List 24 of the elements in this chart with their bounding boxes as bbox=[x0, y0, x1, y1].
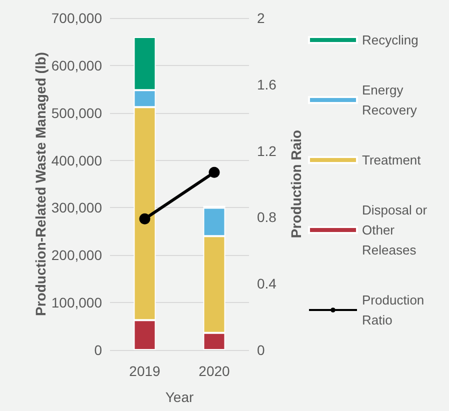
y-tick-label: 700,000 bbox=[51, 10, 102, 26]
y2-tick-label: 0.8 bbox=[257, 209, 277, 226]
x-tick-label: 2020 bbox=[198, 363, 230, 379]
x-tick-label: 2019 bbox=[129, 363, 161, 379]
y-tick-label: 200,000 bbox=[51, 247, 102, 264]
y-tick-label: 500,000 bbox=[51, 104, 102, 121]
legend-label: Energy Recovery bbox=[362, 82, 418, 118]
y-tick-label: 400,000 bbox=[51, 152, 102, 168]
y2-tick-label: 1.6 bbox=[257, 76, 277, 92]
legend-label: Production Ratio bbox=[362, 292, 428, 328]
x-axis-title: Year bbox=[165, 389, 194, 405]
legend-label: Recycling bbox=[362, 32, 418, 48]
y2-axis-title: Production Raio bbox=[288, 130, 304, 238]
y-tick-label: 0 bbox=[94, 342, 102, 358]
y2-tick-label: 1.2 bbox=[257, 142, 277, 159]
y2-tick-label: 0.4 bbox=[257, 276, 277, 292]
legend-label: Disposal or Other Releases bbox=[362, 202, 431, 258]
y2-tick-label: 2 bbox=[257, 10, 265, 26]
y-tick-label: 600,000 bbox=[51, 57, 102, 74]
y-axis-title: Production-Related Waste Managed (lb) bbox=[32, 52, 48, 316]
y-tick-label: 300,000 bbox=[51, 200, 102, 216]
y2-tick-label: 0 bbox=[257, 342, 265, 358]
y-tick-label: 100,000 bbox=[51, 294, 102, 311]
legend-label: Treatment bbox=[362, 152, 422, 168]
